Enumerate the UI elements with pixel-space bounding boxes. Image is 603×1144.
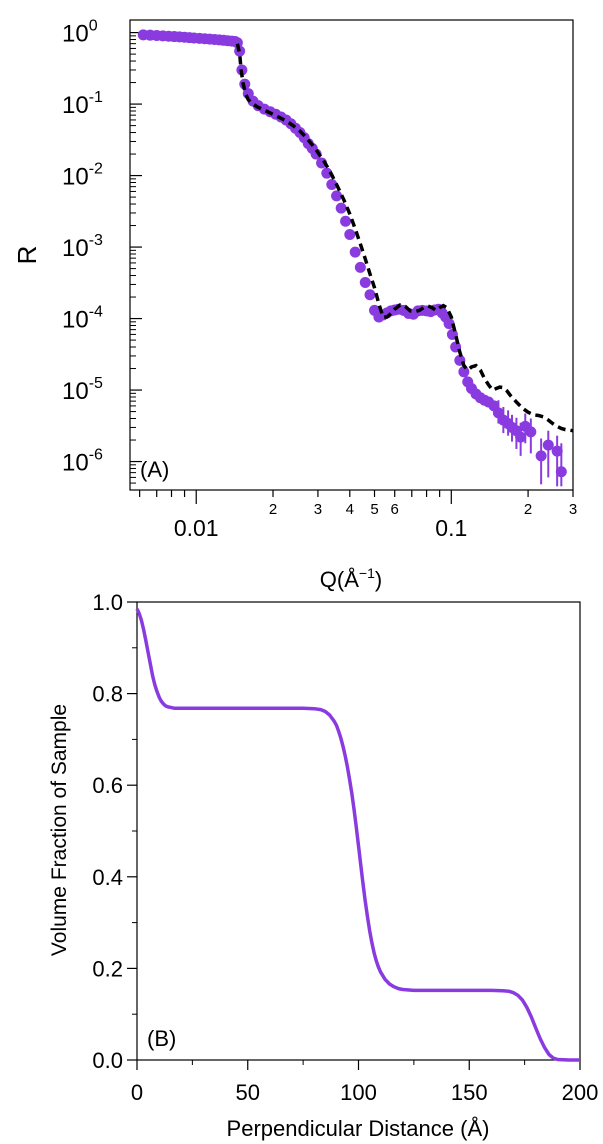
y-tick-label: 1.0 — [92, 590, 123, 615]
panel-a-label: (A) — [140, 457, 169, 482]
x-tick-label: 150 — [451, 1080, 488, 1105]
x-minor-tick-label: 2 — [269, 501, 277, 518]
panel-a-frame — [129, 19, 574, 491]
panel-b-y-ticks: 0.0 0.2 0.4 0.6 0.8 1.0 — [92, 590, 137, 1073]
data-point — [364, 289, 376, 301]
panel-a-y-ticks: 100 10-1 10-2 10-3 10-4 10-5 10-6 — [62, 18, 142, 491]
panel-a: 100 10-1 10-2 10-3 10-4 10-5 10-6 0.01 0.1 2 3 4 5 6… — [12, 18, 577, 592]
y-tick-label: 10-5 — [62, 375, 103, 405]
x-minor-tick-label: 5 — [370, 501, 378, 518]
data-point — [349, 246, 361, 258]
x-minor-tick-label: 2 — [524, 501, 532, 518]
panel-b-label: (B) — [147, 1026, 176, 1051]
panel-b-x-axis-label: Perpendicular Distance (Å) — [227, 1116, 490, 1141]
x-tick-label: 0.01 — [174, 515, 219, 541]
x-tick-label: 50 — [236, 1080, 260, 1105]
y-tick-label: 100 — [62, 18, 98, 48]
data-point — [335, 202, 347, 214]
data-point — [231, 37, 243, 49]
volume-fraction-line — [135, 608, 580, 1062]
data-point — [354, 261, 366, 273]
panel-b-y-axis-label: Volume Fraction of Sample — [48, 704, 71, 956]
x-tick-label: 0.1 — [435, 515, 467, 541]
panel-b: 0.0 0.2 0.4 0.6 0.8 1.0 0 50 100 150 200 Volume F… — [48, 590, 598, 1141]
data-point — [331, 190, 343, 202]
data-point — [326, 179, 338, 191]
x-minor-tick-label: 3 — [569, 501, 577, 518]
x-minor-tick-label: 3 — [314, 501, 322, 518]
data-point — [542, 439, 554, 451]
panel-b-x-ticks: 0 50 100 150 200 — [131, 1060, 598, 1105]
x-tick-label: 0 — [131, 1080, 143, 1105]
panel-a-y-axis-label: R — [12, 246, 42, 265]
y-tick-label: 10-3 — [62, 232, 103, 262]
y-tick-label: 0.8 — [92, 682, 123, 707]
data-point — [551, 445, 563, 457]
panel-a-plot-area — [137, 29, 574, 487]
data-point — [344, 228, 356, 240]
data-point — [535, 450, 547, 462]
x-tick-label: 200 — [562, 1080, 599, 1105]
fit-line — [235, 43, 574, 433]
data-point — [458, 366, 470, 378]
y-tick-label: 0.0 — [92, 1048, 123, 1073]
y-tick-label: 10-2 — [62, 161, 103, 191]
panel-a-x-ticks: 0.01 0.1 2 3 4 5 6 2 3 — [139, 490, 577, 541]
y-tick-label: 10-6 — [62, 447, 103, 477]
x-tick-label: 100 — [340, 1080, 377, 1105]
y-tick-label: 0.6 — [92, 773, 123, 798]
panel-a-x-axis-label: Q(Å−1) — [320, 565, 382, 592]
y-tick-label: 0.4 — [92, 865, 123, 890]
data-point — [340, 215, 352, 227]
y-tick-label: 10-1 — [62, 89, 103, 119]
y-tick-label: 0.2 — [92, 956, 123, 981]
x-minor-tick-label: 4 — [346, 501, 354, 518]
data-point — [525, 426, 537, 438]
panel-b-plot-area — [135, 608, 580, 1062]
data-point — [555, 466, 567, 478]
data-point — [515, 431, 527, 443]
y-tick-label: 10-4 — [62, 304, 103, 334]
data-point — [321, 167, 333, 179]
x-minor-tick-label: 6 — [391, 501, 399, 518]
data-point — [359, 276, 371, 288]
